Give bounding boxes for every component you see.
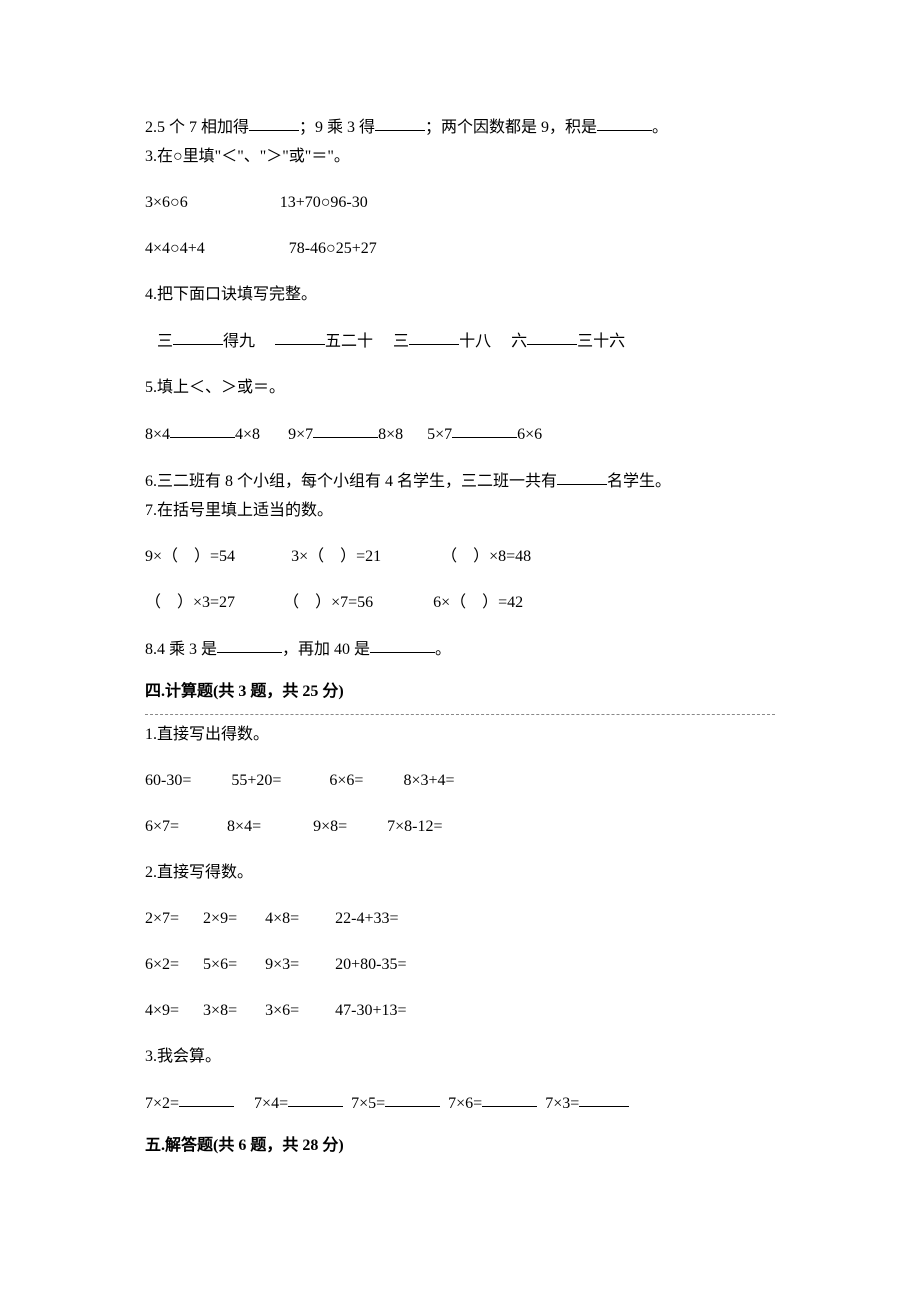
q2-blank-3 — [597, 114, 652, 131]
s4-p3-e1: 7×2= — [145, 1095, 179, 1112]
q5-blank-3 — [452, 421, 517, 438]
q8-a: 8.4 乘 3 是 — [145, 641, 217, 658]
q4-p3a: 三 — [393, 333, 409, 350]
q5-c2a: 9×7 — [288, 426, 313, 443]
q4-p1b: 得九 — [223, 333, 255, 350]
s4-p3-blank-5 — [579, 1090, 629, 1107]
s4-p2-row1: 2×7= 2×9= 4×8= 22-4+33= — [145, 907, 775, 931]
q4-blank-3 — [409, 328, 459, 345]
worksheet-page: 2.5 个 7 相加得；9 乘 3 得；两个因数都是 9，积是。 3.在○里填"… — [0, 0, 920, 1302]
s4-p3-e5: 7×3= — [545, 1095, 579, 1112]
q6-post: 名学生。 — [607, 473, 671, 490]
s4-p3-row: 7×2= 7×4= 7×5= 7×6= 7×3= — [145, 1091, 775, 1116]
q2-text-4: 。 — [652, 119, 668, 136]
s4-p1-row2: 6×7= 8×4= 9×8= 7×8-12= — [145, 815, 775, 839]
question-4-row: 三 得九 五二十 三 十八 六 三十六 — [145, 329, 775, 354]
q3-r1-left: 3×6○6 — [145, 194, 188, 211]
q4-p4a: 六 — [511, 333, 527, 350]
q7-r1c1: 9×（ ）=54 — [145, 548, 235, 565]
s4-p1-title: 1.直接写出得数。 — [145, 723, 775, 747]
q2-blank-1 — [249, 114, 299, 131]
q3-r2-right: 78-46○25+27 — [289, 240, 377, 257]
s4-p3-e4: 7×6= — [448, 1095, 482, 1112]
question-7-row2: （ ）×3=27 （ ）×7=56 6×（ ）=42 — [145, 591, 775, 615]
q7-r2c1: （ ）×3=27 — [145, 594, 235, 611]
section-4-separator — [145, 714, 775, 715]
s4-p2-title: 2.直接写得数。 — [145, 861, 775, 885]
q2-text-2: ；9 乘 3 得 — [299, 119, 375, 136]
q7-r1c3: （ ）×8=48 — [441, 548, 531, 565]
question-3-row2: 4×4○4+4 78-46○25+27 — [145, 237, 775, 261]
q5-blank-2 — [313, 421, 378, 438]
s4-p3-blank-1 — [179, 1090, 234, 1107]
q4-p4b: 三十六 — [577, 333, 625, 350]
question-5-row: 8×4 4×8 9×7 8×8 5×7 6×6 — [145, 422, 775, 447]
q3-r1-right: 13+70○96-30 — [280, 194, 368, 211]
s4-p3-blank-2 — [288, 1090, 343, 1107]
s4-p3-e3: 7×5= — [351, 1095, 385, 1112]
q7-r2c3: 6×（ ）=42 — [433, 594, 523, 611]
q4-p1a: 三 — [157, 333, 173, 350]
question-3-title: 3.在○里填"＜"、"＞"或"＝"。 — [145, 145, 775, 169]
q4-p2b: 五二十 — [325, 333, 373, 350]
q3-r2-left: 4×4○4+4 — [145, 240, 205, 257]
question-3-row1: 3×6○6 13+70○96-30 — [145, 191, 775, 215]
question-7-row1: 9×（ ）=54 3×（ ）=21 （ ）×8=48 — [145, 545, 775, 569]
section-4-title: 四.计算题(共 3 题，共 25 分) — [145, 680, 775, 704]
q4-blank-2 — [275, 328, 325, 345]
question-6: 6.三二班有 8 个小组，每个小组有 4 名学生，三二班一共有 名学生。 — [145, 469, 775, 494]
q8-b: ，再加 40 是 — [282, 641, 370, 658]
q5-c3b: 6×6 — [517, 426, 542, 443]
s4-p3-title: 3.我会算。 — [145, 1045, 775, 1069]
s4-p2-row2: 6×2= 5×6= 9×3= 20+80-35= — [145, 953, 775, 977]
q4-blank-4 — [527, 328, 577, 345]
q5-c2b: 8×8 — [378, 426, 403, 443]
s4-p3-blank-4 — [482, 1090, 537, 1107]
s4-p2-row3: 4×9= 3×8= 3×6= 47-30+13= — [145, 999, 775, 1023]
question-8: 8.4 乘 3 是 ，再加 40 是 。 — [145, 637, 775, 662]
question-7-title: 7.在括号里填上适当的数。 — [145, 499, 775, 523]
section-5-title: 五.解答题(共 6 题，共 28 分) — [145, 1134, 775, 1158]
q5-c3a: 5×7 — [427, 426, 452, 443]
q2-text-1: 2.5 个 7 相加得 — [145, 119, 249, 136]
q6-blank — [557, 468, 607, 485]
q5-blank-1 — [170, 421, 235, 438]
q2-text-3: ；两个因数都是 9，积是 — [425, 119, 597, 136]
question-2: 2.5 个 7 相加得 ；9 乘 3 得 ；两个因数都是 9，积是 。 — [145, 115, 775, 140]
q8-blank-1 — [217, 636, 282, 653]
q5-c1b: 4×8 — [235, 426, 260, 443]
s4-p1-row1: 60-30= 55+20= 6×6= 8×3+4= — [145, 769, 775, 793]
q4-blank-1 — [173, 328, 223, 345]
q8-c: 。 — [435, 641, 451, 658]
q6-pre: 6.三二班有 8 个小组，每个小组有 4 名学生，三二班一共有 — [145, 473, 557, 490]
q7-r1c2: 3×（ ）=21 — [291, 548, 381, 565]
q8-blank-2 — [370, 636, 435, 653]
q2-blank-2 — [375, 114, 425, 131]
s4-p3-blank-3 — [385, 1090, 440, 1107]
question-4-title: 4.把下面口诀填写完整。 — [145, 283, 775, 307]
s4-p3-e2: 7×4= — [254, 1095, 288, 1112]
question-5-title: 5.填上＜、＞或＝。 — [145, 376, 775, 400]
q4-p3b: 十八 — [459, 333, 491, 350]
q5-c1a: 8×4 — [145, 426, 170, 443]
q7-r2c2: （ ）×7=56 — [283, 594, 373, 611]
